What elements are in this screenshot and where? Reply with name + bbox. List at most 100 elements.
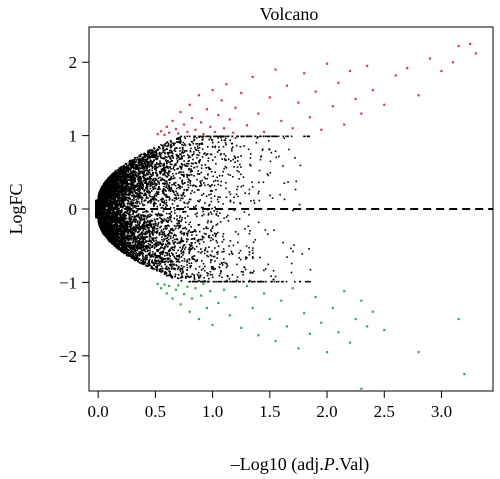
- ns-point: [148, 246, 150, 249]
- ns-point: [139, 246, 141, 249]
- ns-point: [144, 245, 147, 247]
- ns-point: [165, 212, 168, 215]
- ns-point: [198, 143, 201, 146]
- ns-point: [113, 236, 115, 238]
- ns-point: [141, 223, 144, 226]
- ns-point: [160, 258, 163, 261]
- ns-point: [239, 249, 242, 252]
- ns-point: [141, 231, 144, 234]
- ns-point: [180, 230, 183, 233]
- ns-point: [186, 176, 188, 178]
- ns-point: [156, 193, 159, 195]
- ns-point: [123, 227, 125, 230]
- ns-point: [139, 220, 142, 222]
- ns-point: [178, 140, 181, 143]
- ns-point: [186, 266, 189, 269]
- ns-point: [126, 199, 128, 201]
- ns-point: [223, 135, 225, 138]
- ns-point: [159, 198, 162, 201]
- ns-point: [120, 220, 122, 222]
- ns-point: [180, 135, 183, 138]
- ns-point: [233, 166, 235, 168]
- ns-point: [182, 144, 185, 147]
- ns-point: [149, 183, 152, 186]
- ns-point: [140, 242, 142, 245]
- ns-point: [139, 189, 141, 192]
- ns-point: [212, 266, 215, 269]
- ns-point: [155, 172, 158, 174]
- ns-point: [142, 165, 144, 167]
- ns-point: [147, 227, 149, 230]
- ns-point: [120, 203, 123, 205]
- ns-point: [123, 224, 125, 227]
- ns-point: [237, 280, 240, 283]
- ns-point: [129, 244, 131, 247]
- ns-point: [180, 152, 183, 154]
- ns-point: [124, 185, 127, 187]
- ns-point: [199, 199, 201, 201]
- ns-point: [198, 230, 201, 233]
- ns-point: [176, 215, 178, 217]
- ns-point: [216, 223, 219, 225]
- ns-point: [165, 186, 167, 188]
- ns-point: [162, 178, 164, 181]
- ns-point: [130, 190, 133, 193]
- ns-point: [199, 158, 201, 161]
- ns-point: [136, 242, 139, 244]
- ns-point: [206, 254, 208, 257]
- ns-point: [183, 233, 186, 236]
- ns-point: [147, 183, 150, 185]
- ns-point: [235, 193, 238, 196]
- ns-point: [132, 210, 135, 213]
- ns-point: [207, 166, 210, 169]
- ns-point: [145, 179, 147, 181]
- ns-point: [194, 260, 197, 263]
- ns-point: [208, 246, 210, 248]
- ns-point: [168, 172, 170, 174]
- ns-point: [161, 200, 163, 203]
- ns-point: [137, 209, 139, 211]
- ns-point: [163, 201, 166, 203]
- ns-point: [221, 251, 224, 253]
- ns-point: [107, 212, 110, 215]
- ns-point: [147, 240, 150, 243]
- ns-point: [207, 157, 210, 160]
- ns-point: [164, 144, 166, 147]
- ns-point: [145, 264, 148, 267]
- ns-point: [148, 149, 151, 152]
- ns-point: [223, 217, 225, 219]
- ns-point: [198, 146, 201, 149]
- ns-point: [181, 260, 183, 262]
- ns-point: [142, 227, 145, 230]
- ns-point: [132, 195, 135, 198]
- ns-point: [145, 167, 148, 169]
- ns-point: [131, 224, 133, 226]
- ns-point: [174, 194, 177, 197]
- ns-point: [159, 260, 162, 263]
- ns-point: [144, 228, 146, 230]
- ns-point: [113, 212, 116, 214]
- ns-point: [169, 260, 171, 262]
- ns-point: [174, 209, 176, 212]
- ns-point: [118, 196, 121, 198]
- ns-point: [133, 232, 136, 235]
- ns-point: [285, 135, 287, 138]
- ns-point: [142, 159, 145, 161]
- ns-point: [139, 182, 142, 185]
- ns-point: [131, 227, 134, 229]
- ns-point: [134, 157, 136, 159]
- ns-point: [147, 197, 149, 199]
- ns-point: [175, 197, 177, 200]
- ns-point: [148, 223, 151, 225]
- ns-point: [105, 210, 108, 212]
- ns-point: [184, 248, 186, 250]
- ns-point: [198, 265, 201, 268]
- ns-point: [174, 150, 177, 153]
- ns-point: [161, 236, 163, 238]
- ns-point: [108, 205, 111, 207]
- ns-point: [128, 244, 130, 246]
- ns-point: [120, 221, 122, 224]
- ns-point: [182, 194, 184, 196]
- ns-point: [107, 225, 110, 227]
- ns-point: [266, 233, 269, 235]
